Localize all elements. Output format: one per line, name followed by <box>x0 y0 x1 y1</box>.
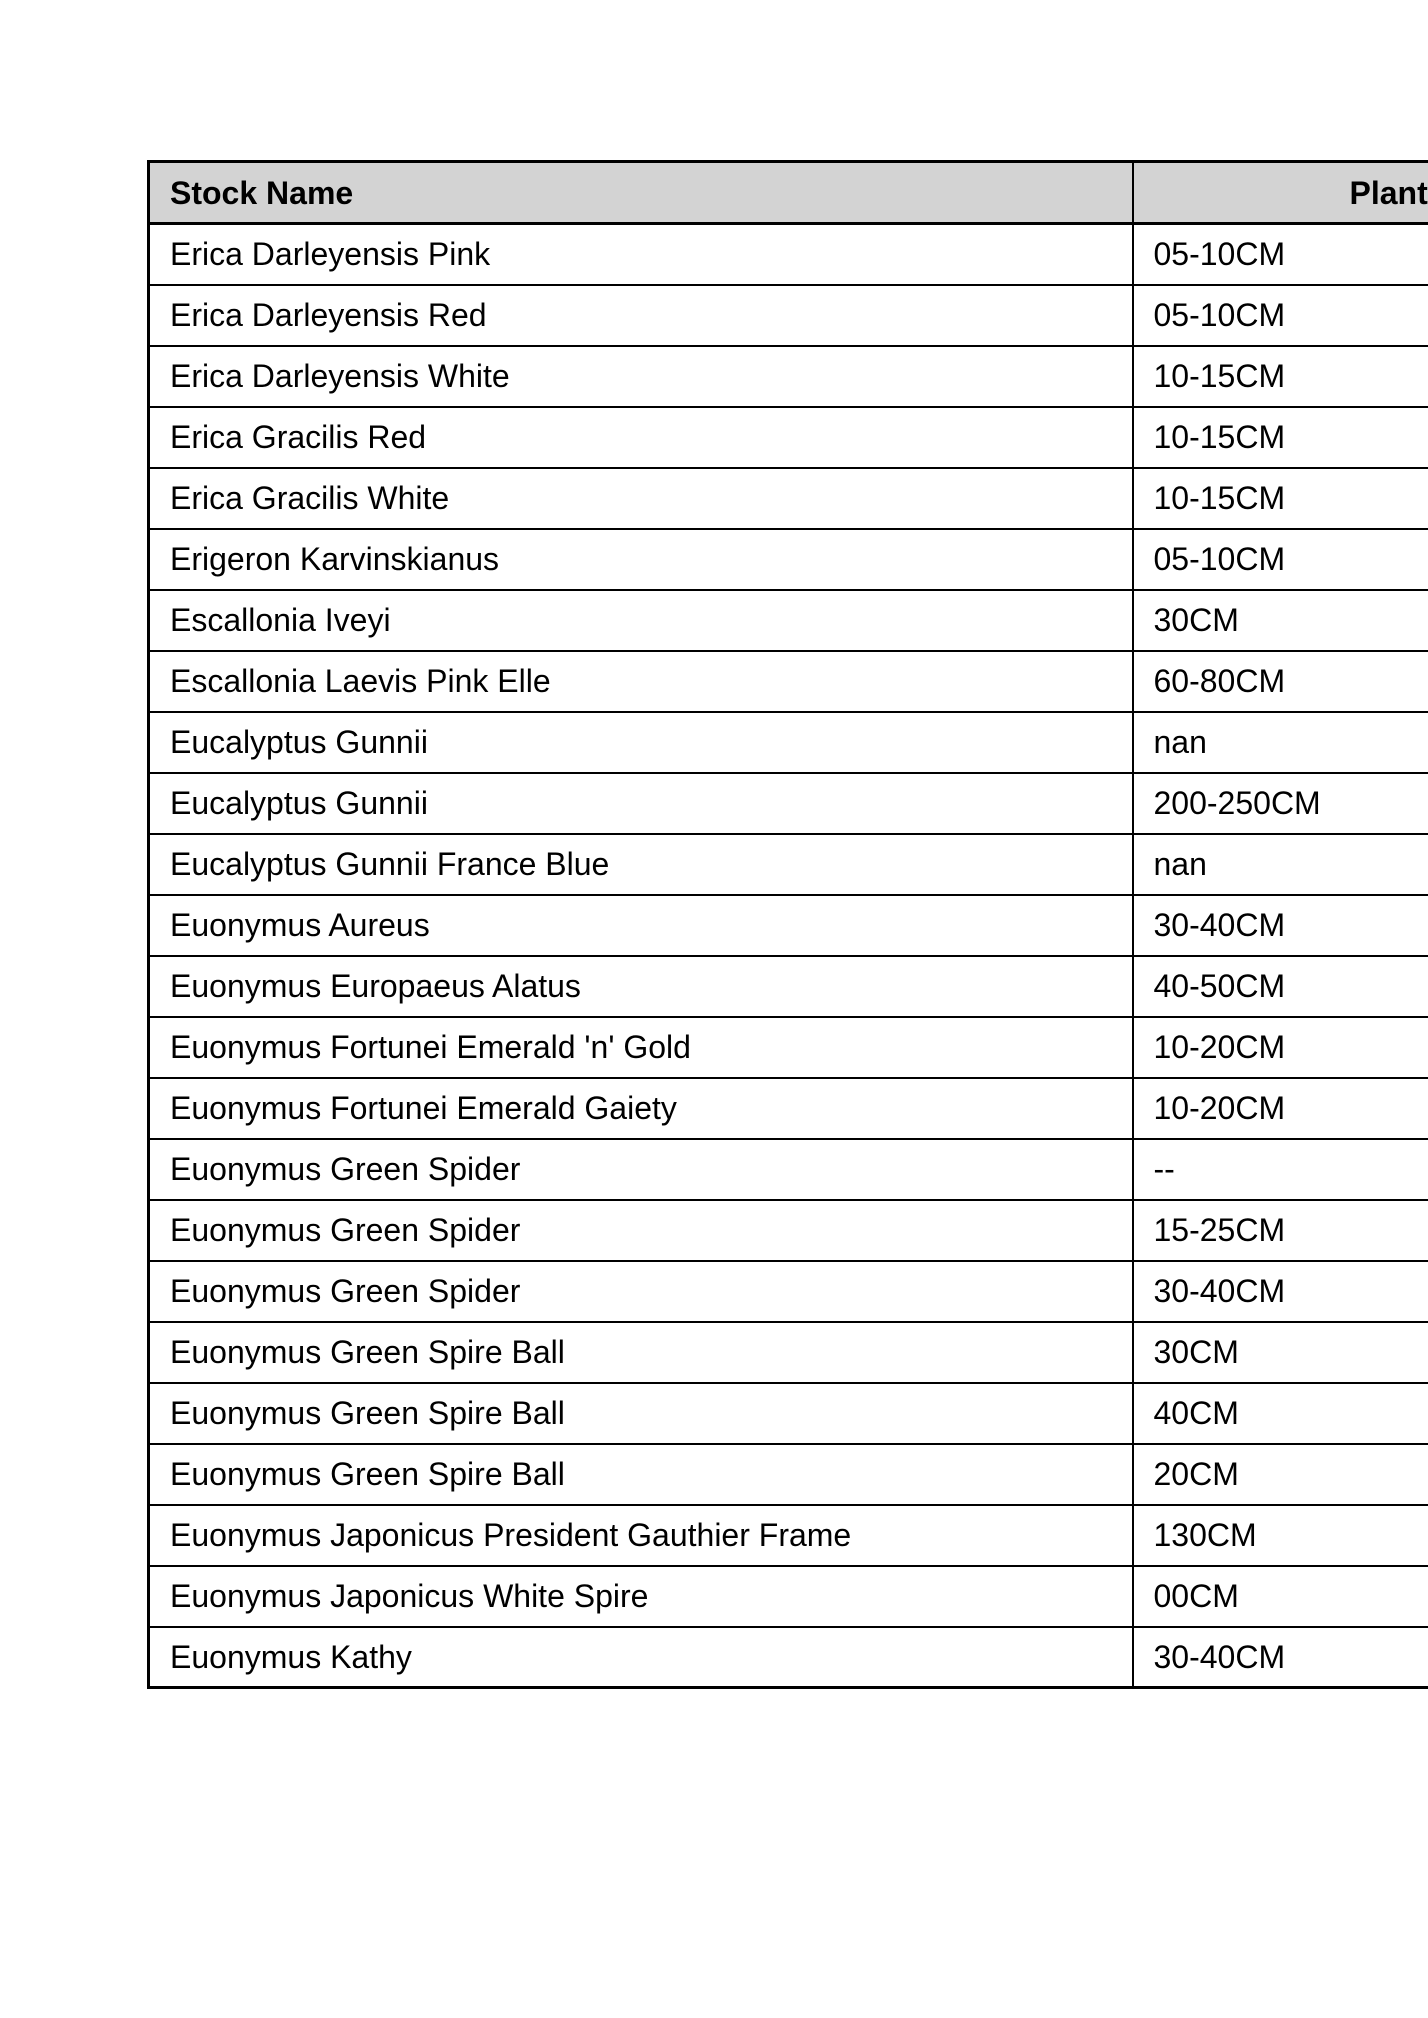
column-header-plant-size: Plant <box>1131 160 1428 225</box>
plant-size-cell: 30-40CM <box>1131 893 1428 957</box>
plant-size-cell: 30CM <box>1131 588 1428 652</box>
table-row: Eucalyptus Gunnii France Blue nan <box>147 832 1428 896</box>
table-row: Escallonia Iveyi 30CM <box>147 588 1428 652</box>
plant-size-cell: 10-20CM <box>1131 1015 1428 1079</box>
stock-name-cell: Euonymus Green Spider <box>147 1259 1134 1323</box>
plant-size-cell: 15-25CM <box>1131 1198 1428 1262</box>
stock-name-cell: Eucalyptus Gunnii France Blue <box>147 832 1134 896</box>
plant-size-cell: 40CM <box>1131 1381 1428 1445</box>
table-row: Euonymus Europaeus Alatus 40-50CM <box>147 954 1428 1018</box>
table-row: Erica Gracilis White 10-15CM <box>147 466 1428 530</box>
table-row: Euonymus Green Spire Ball 20CM <box>147 1442 1428 1506</box>
plant-size-cell: nan <box>1131 832 1428 896</box>
table-row: Euonymus Kathy 30-40CM <box>147 1625 1428 1689</box>
table-row: Euonymus Fortunei Emerald 'n' Gold 10-20… <box>147 1015 1428 1079</box>
table-row: Euonymus Green Spider -- <box>147 1137 1428 1201</box>
table-row: Erigeron Karvinskianus 05-10CM <box>147 527 1428 591</box>
plant-size-cell: 05-10CM <box>1131 283 1428 347</box>
stock-name-cell: Euonymus Green Spider <box>147 1137 1134 1201</box>
plant-size-cell: 130CM <box>1131 1503 1428 1567</box>
stock-name-cell: Euonymus Green Spider <box>147 1198 1134 1262</box>
plant-size-cell: -- <box>1131 1137 1428 1201</box>
plant-size-cell: 00CM <box>1131 1564 1428 1628</box>
stock-name-cell: Euonymus Green Spire Ball <box>147 1442 1134 1506</box>
table-row: Euonymus Green Spire Ball 40CM <box>147 1381 1428 1445</box>
stock-table: Stock Name Plant Erica Darleyensis Pink … <box>147 160 1428 1689</box>
table-row: Euonymus Japonicus President Gauthier Fr… <box>147 1503 1428 1567</box>
table-row: Euonymus Green Spire Ball 30CM <box>147 1320 1428 1384</box>
stock-name-cell: Erica Gracilis Red <box>147 405 1134 469</box>
table-row: Euonymus Green Spider 15-25CM <box>147 1198 1428 1262</box>
plant-size-cell: nan <box>1131 710 1428 774</box>
table-row: Euonymus Japonicus White Spire 00CM <box>147 1564 1428 1628</box>
plant-size-cell: 30-40CM <box>1131 1259 1428 1323</box>
stock-name-cell: Euonymus Kathy <box>147 1625 1134 1689</box>
plant-size-cell: 05-10CM <box>1131 222 1428 286</box>
stock-name-cell: Euonymus Europaeus Alatus <box>147 954 1134 1018</box>
plant-size-cell: 200-250CM <box>1131 771 1428 835</box>
plant-size-cell: 10-20CM <box>1131 1076 1428 1140</box>
plant-size-cell: 20CM <box>1131 1442 1428 1506</box>
stock-name-cell: Euonymus Fortunei Emerald 'n' Gold <box>147 1015 1134 1079</box>
stock-name-cell: Euonymus Japonicus White Spire <box>147 1564 1134 1628</box>
table-row: Erica Darleyensis Red 05-10CM <box>147 283 1428 347</box>
table-row: Erica Darleyensis Pink 05-10CM <box>147 222 1428 286</box>
stock-name-cell: Euonymus Green Spire Ball <box>147 1320 1134 1384</box>
table-row: Erica Gracilis Red 10-15CM <box>147 405 1428 469</box>
table-row: Eucalyptus Gunnii 200-250CM <box>147 771 1428 835</box>
stock-name-cell: Eucalyptus Gunnii <box>147 771 1134 835</box>
plant-size-cell: 05-10CM <box>1131 527 1428 591</box>
header-row: Stock Name Plant <box>147 160 1428 225</box>
stock-name-cell: Euonymus Fortunei Emerald Gaiety <box>147 1076 1134 1140</box>
stock-name-cell: Erica Gracilis White <box>147 466 1134 530</box>
table-row: Erica Darleyensis White 10-15CM <box>147 344 1428 408</box>
table-header: Stock Name Plant <box>147 160 1428 225</box>
table-row: Eucalyptus Gunnii nan <box>147 710 1428 774</box>
stock-name-cell: Erica Darleyensis White <box>147 344 1134 408</box>
stock-name-cell: Escallonia Iveyi <box>147 588 1134 652</box>
stock-name-cell: Erica Darleyensis Pink <box>147 222 1134 286</box>
stock-name-cell: Euonymus Japonicus President Gauthier Fr… <box>147 1503 1134 1567</box>
stock-name-cell: Escallonia Laevis Pink Elle <box>147 649 1134 713</box>
stock-name-cell: Erigeron Karvinskianus <box>147 527 1134 591</box>
plant-size-cell: 30CM <box>1131 1320 1428 1384</box>
table-row: Escallonia Laevis Pink Elle 60-80CM <box>147 649 1428 713</box>
plant-size-cell: 30-40CM <box>1131 1625 1428 1689</box>
column-header-stock-name: Stock Name <box>147 160 1134 225</box>
plant-size-cell: 10-15CM <box>1131 344 1428 408</box>
table-row: Euonymus Aureus 30-40CM <box>147 893 1428 957</box>
stock-name-cell: Erica Darleyensis Red <box>147 283 1134 347</box>
plant-size-cell: 60-80CM <box>1131 649 1428 713</box>
table-row: Euonymus Fortunei Emerald Gaiety 10-20CM <box>147 1076 1428 1140</box>
table-row: Euonymus Green Spider 30-40CM <box>147 1259 1428 1323</box>
stock-name-cell: Euonymus Green Spire Ball <box>147 1381 1134 1445</box>
table-body: Erica Darleyensis Pink 05-10CM Erica Dar… <box>147 222 1428 1689</box>
stock-name-cell: Euonymus Aureus <box>147 893 1134 957</box>
plant-size-cell: 10-15CM <box>1131 405 1428 469</box>
plant-size-cell: 40-50CM <box>1131 954 1428 1018</box>
plant-size-cell: 10-15CM <box>1131 466 1428 530</box>
stock-name-cell: Eucalyptus Gunnii <box>147 710 1134 774</box>
